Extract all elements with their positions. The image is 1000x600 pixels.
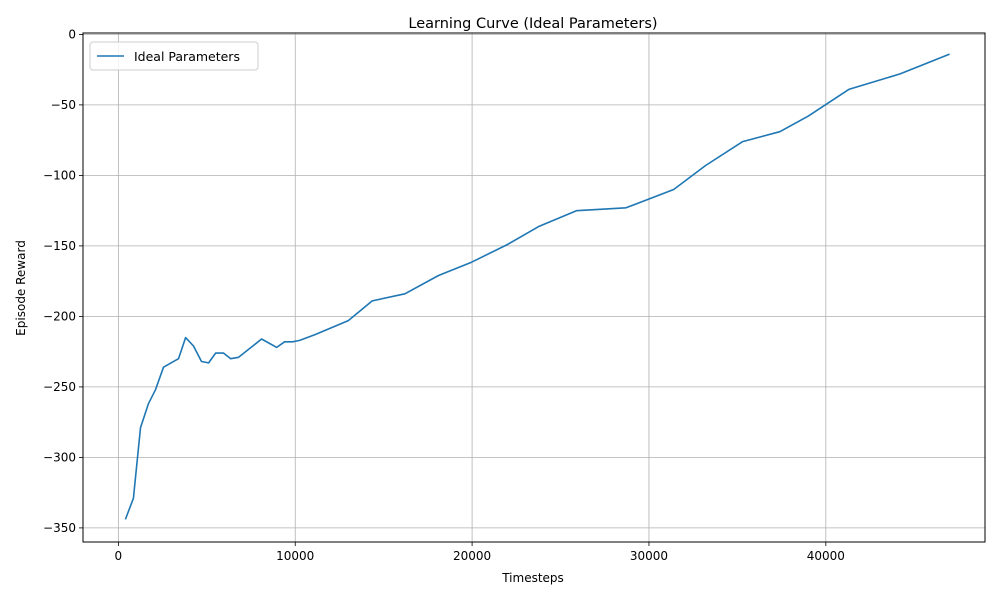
x-axis-label: Timesteps bbox=[501, 571, 564, 585]
y-tick-label: −150 bbox=[43, 239, 76, 253]
grid-lines bbox=[83, 33, 985, 542]
y-tick-label: −350 bbox=[43, 521, 76, 535]
x-tick-label: 10000 bbox=[276, 549, 314, 563]
x-tick-label: 30000 bbox=[630, 549, 668, 563]
x-axis: 0 10000 20000 30000 40000 bbox=[115, 542, 845, 563]
y-axis-label: Episode Reward bbox=[14, 240, 28, 336]
plot-frame bbox=[82, 32, 986, 543]
series-layer bbox=[124, 53, 950, 520]
y-tick-label: 0 bbox=[68, 27, 76, 41]
y-tick-label: −200 bbox=[43, 309, 76, 323]
chart-title: Learning Curve (Ideal Parameters) bbox=[408, 16, 657, 32]
y-axis: 0 −50 −100 −150 −200 −250 −300 −350 bbox=[43, 27, 83, 535]
y-tick-label: −100 bbox=[43, 168, 76, 182]
x-tick-label: 0 bbox=[115, 549, 123, 563]
legend-box bbox=[89, 41, 259, 71]
legend: Ideal Parameters bbox=[89, 41, 259, 71]
x-tick-label: 20000 bbox=[453, 549, 491, 563]
legend-label: Ideal Parameters bbox=[134, 49, 240, 64]
x-tick-label: 40000 bbox=[807, 549, 845, 563]
series-line bbox=[124, 53, 950, 520]
y-tick-label: −250 bbox=[43, 380, 76, 394]
y-tick-label: −50 bbox=[51, 98, 76, 112]
y-tick-label: −300 bbox=[43, 450, 76, 464]
